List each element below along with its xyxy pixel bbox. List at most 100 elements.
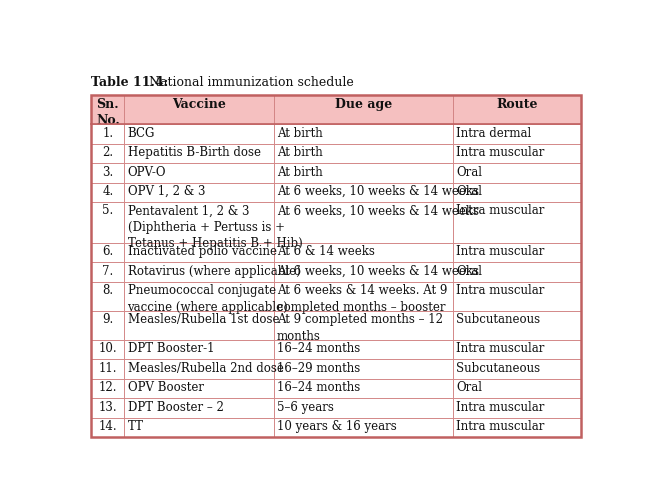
Text: 8.: 8. [102, 284, 113, 297]
Text: 16–29 months: 16–29 months [277, 362, 360, 375]
Text: Intra muscular: Intra muscular [456, 284, 544, 297]
Bar [125, 340, 274, 359]
Bar [91, 262, 125, 282]
Text: At 9 completed months – 12
months: At 9 completed months – 12 months [277, 313, 443, 343]
Bar [274, 243, 453, 262]
Text: Subcutaneous: Subcutaneous [456, 362, 540, 375]
Text: At 6 weeks, 10 weeks & 14 weeks: At 6 weeks, 10 weeks & 14 weeks [277, 264, 479, 277]
Text: Pentavalent 1, 2 & 3
(Diphtheria + Pertuss is +
Tetanus + Hepatitis B + Hib): Pentavalent 1, 2 & 3 (Diphtheria + Pertu… [127, 205, 302, 250]
Bar [91, 144, 125, 163]
Bar [91, 95, 581, 437]
Text: Intra muscular: Intra muscular [456, 146, 544, 159]
Bar [274, 183, 453, 202]
Bar [91, 282, 125, 311]
Bar [91, 398, 125, 418]
Text: DPT Booster-1: DPT Booster-1 [127, 342, 214, 355]
Text: Intra muscular: Intra muscular [456, 401, 544, 414]
Bar [453, 379, 581, 398]
Text: 16–24 months: 16–24 months [277, 381, 360, 394]
Text: Intra muscular: Intra muscular [456, 245, 544, 258]
Bar [125, 379, 274, 398]
Bar [274, 124, 453, 144]
Bar [453, 163, 581, 183]
Text: Inactivated polio vaccine: Inactivated polio vaccine [127, 245, 277, 258]
Text: 3.: 3. [102, 166, 113, 179]
Text: Vaccine: Vaccine [173, 97, 226, 111]
Bar [453, 311, 581, 340]
Bar [274, 379, 453, 398]
Text: 1.: 1. [102, 127, 113, 140]
Text: Oral: Oral [456, 381, 482, 394]
Bar [274, 282, 453, 311]
Text: At birth: At birth [277, 127, 323, 140]
Bar [125, 163, 274, 183]
Bar [274, 398, 453, 418]
Bar [125, 202, 274, 243]
Text: National immunization schedule: National immunization schedule [141, 76, 354, 89]
Bar [125, 418, 274, 437]
Bar [125, 311, 274, 340]
Bar [125, 398, 274, 418]
Text: At 6 weeks, 10 weeks & 14 weeks: At 6 weeks, 10 weeks & 14 weeks [277, 205, 479, 218]
Bar [453, 243, 581, 262]
Text: Sn.
No.: Sn. No. [96, 97, 119, 127]
Bar [91, 183, 125, 202]
Text: At 6 weeks, 10 weeks & 14 weeks: At 6 weeks, 10 weeks & 14 weeks [277, 185, 479, 198]
Text: 2.: 2. [102, 146, 113, 159]
Bar [125, 262, 274, 282]
Text: Table 11.4:: Table 11.4: [91, 76, 169, 89]
Text: 5.: 5. [102, 205, 113, 218]
Bar [453, 340, 581, 359]
Bar [453, 398, 581, 418]
Text: At birth: At birth [277, 146, 323, 159]
Text: Oral: Oral [456, 166, 482, 179]
Bar [91, 379, 125, 398]
Bar [91, 124, 125, 144]
Text: BCG: BCG [127, 127, 155, 140]
Bar [125, 95, 274, 124]
Text: At 6 weeks & 14 weeks. At 9
completed months – booster: At 6 weeks & 14 weeks. At 9 completed mo… [277, 284, 447, 313]
Text: 11.: 11. [98, 362, 117, 375]
Text: 16–24 months: 16–24 months [277, 342, 360, 355]
Bar [274, 340, 453, 359]
Bar [125, 243, 274, 262]
Bar [274, 262, 453, 282]
Text: 5–6 years: 5–6 years [277, 401, 334, 414]
Bar [274, 95, 453, 124]
Bar [274, 359, 453, 379]
Bar [91, 163, 125, 183]
Bar [125, 144, 274, 163]
Text: Measles/Rubella 1st dose: Measles/Rubella 1st dose [127, 313, 279, 326]
Text: Due age: Due age [335, 97, 392, 111]
Text: 13.: 13. [98, 401, 117, 414]
Bar [274, 163, 453, 183]
Text: 4.: 4. [102, 185, 113, 198]
Text: Pneumococcal conjugate
vaccine (where applicable): Pneumococcal conjugate vaccine (where ap… [127, 284, 288, 313]
Text: Hepatitis B-Birth dose: Hepatitis B-Birth dose [127, 146, 260, 159]
Text: At 6 & 14 weeks: At 6 & 14 weeks [277, 245, 375, 258]
Text: OPV Booster: OPV Booster [127, 381, 203, 394]
Bar [91, 243, 125, 262]
Bar [91, 359, 125, 379]
Text: Intra dermal: Intra dermal [456, 127, 531, 140]
Bar [274, 311, 453, 340]
Text: 10 years & 16 years: 10 years & 16 years [277, 420, 397, 433]
Bar [274, 144, 453, 163]
Bar [453, 202, 581, 243]
Bar [125, 359, 274, 379]
Text: Intra muscular: Intra muscular [456, 342, 544, 355]
Text: Subcutaneous: Subcutaneous [456, 313, 540, 326]
Text: At birth: At birth [277, 166, 323, 179]
Text: OPV 1, 2 & 3: OPV 1, 2 & 3 [127, 185, 205, 198]
Text: Rotavirus (where applicable): Rotavirus (where applicable) [127, 264, 300, 277]
Bar [453, 144, 581, 163]
Bar [274, 202, 453, 243]
Text: Oral: Oral [456, 264, 482, 277]
Text: 10.: 10. [98, 342, 117, 355]
Text: Oral: Oral [456, 185, 482, 198]
Text: 9.: 9. [102, 313, 113, 326]
Text: Route: Route [497, 97, 538, 111]
Bar [125, 183, 274, 202]
Bar [91, 202, 125, 243]
Text: TT: TT [127, 420, 144, 433]
